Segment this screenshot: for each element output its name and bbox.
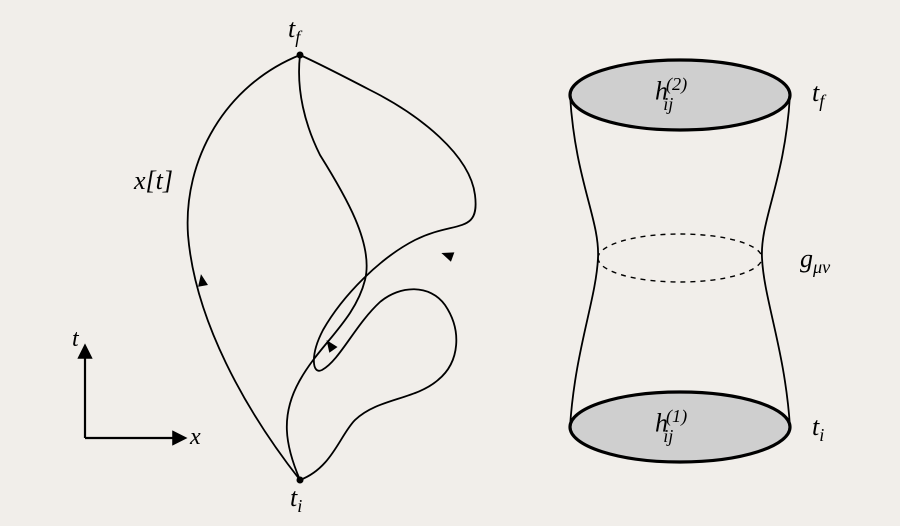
ti-left-label: ti [290,483,302,517]
tf-right-label: tf [812,78,824,112]
ti-right-label: ti [812,412,824,446]
h-bot-label: h(1)ij [655,406,699,443]
axis-x-label: x [190,424,201,451]
tf-left-label: tf [288,14,300,48]
diagram-svg [0,0,900,526]
path-label: x[t] [134,166,173,196]
g-label: gμν [800,244,830,278]
axis-t-label: t [72,326,79,353]
h-top-label: h(2)ij [655,74,699,111]
